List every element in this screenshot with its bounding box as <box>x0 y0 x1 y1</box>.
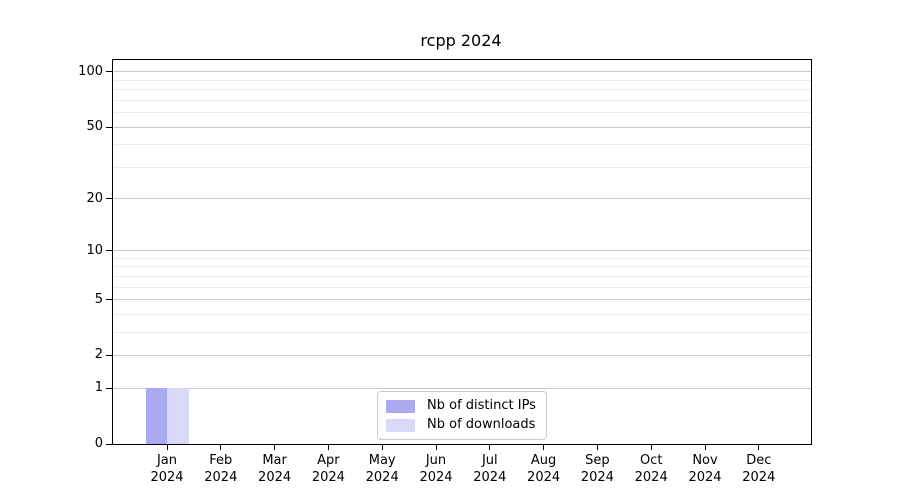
gridline-minor <box>113 286 811 288</box>
y-tick-label: 50 <box>86 119 103 134</box>
x-tick <box>758 445 760 450</box>
legend: Nb of distinct IPs Nb of downloads <box>377 391 547 440</box>
x-tick-label: Feb 2024 <box>204 453 238 485</box>
y-tick-label: 5 <box>94 291 103 307</box>
legend-item-downloads: Nb of downloads <box>386 416 536 434</box>
y-tick <box>106 250 112 252</box>
gridline-major <box>113 126 811 128</box>
x-tick <box>220 445 222 450</box>
legend-item-distinct-ips: Nb of distinct IPs <box>386 397 536 415</box>
gridline-minor <box>113 313 811 315</box>
gridline-minor <box>113 331 811 333</box>
gridline-minor <box>113 112 811 113</box>
y-tick <box>106 198 112 199</box>
x-tick-label: Mar 2024 <box>258 453 292 485</box>
plot-area: Nb of distinct IPs Nb of downloads 0 1 2 5 1… <box>78 59 812 485</box>
y-tick <box>106 71 112 73</box>
x-tick <box>543 445 545 450</box>
x-tick <box>327 445 329 450</box>
legend-swatch-downloads <box>386 418 415 432</box>
gridline-minor <box>113 99 811 101</box>
legend-label-distinct-ips: Nb of distinct IPs <box>427 398 536 413</box>
y-tick-label: 10 <box>86 242 103 258</box>
gridline-minor <box>113 166 811 168</box>
gridline-minor <box>113 144 811 146</box>
x-tick-label: Jan 2024 <box>150 453 184 485</box>
gridline-minor <box>113 275 811 277</box>
x-tick-label: Aug 2024 <box>527 453 561 485</box>
gridline-major <box>113 71 811 73</box>
y-tick-label: 2 <box>94 347 103 363</box>
gridline-major <box>113 198 811 199</box>
y-tick <box>106 354 112 356</box>
x-tick <box>381 445 383 450</box>
x-tick <box>704 445 706 450</box>
legend-label-downloads: Nb of downloads <box>427 417 536 432</box>
gridline-major <box>113 387 811 389</box>
x-tick-label: Sep 2024 <box>580 453 614 485</box>
x-tick-label: Oct 2024 <box>634 453 668 485</box>
x-tick <box>489 445 491 450</box>
gridline-major <box>113 299 811 300</box>
x-tick-label: Jun 2024 <box>419 453 453 485</box>
gridline-minor <box>113 79 811 81</box>
gridline-major <box>113 354 811 356</box>
x-tick-label: Jul 2024 <box>473 453 507 485</box>
gridline-minor <box>113 89 811 91</box>
bar-distinct-ips <box>145 388 167 444</box>
x-tick-label: May 2024 <box>365 453 399 485</box>
gridline-minor <box>113 257 811 259</box>
x-tick <box>274 445 276 450</box>
y-tick <box>106 126 112 128</box>
chart-title: rcpp 2024 <box>420 31 502 50</box>
gridline-minor <box>113 266 811 268</box>
legend-swatch-distinct-ips <box>386 399 415 413</box>
x-tick <box>435 445 437 450</box>
y-tick-label: 1 <box>94 380 103 396</box>
x-tick <box>596 445 598 450</box>
bar-downloads <box>167 388 189 444</box>
x-tick <box>650 445 652 450</box>
y-tick-label: 0 <box>94 436 103 451</box>
y-tick-label: 100 <box>78 63 103 79</box>
y-tick <box>106 299 112 300</box>
x-tick-label: Dec 2024 <box>742 453 776 485</box>
y-tick <box>106 387 112 389</box>
x-tick-label: Nov 2024 <box>688 453 722 485</box>
y-tick <box>106 443 112 445</box>
x-tick <box>166 445 168 450</box>
x-tick-label: Apr 2024 <box>311 453 345 485</box>
y-tick-label: 20 <box>86 190 103 206</box>
gridline-major <box>113 250 811 252</box>
